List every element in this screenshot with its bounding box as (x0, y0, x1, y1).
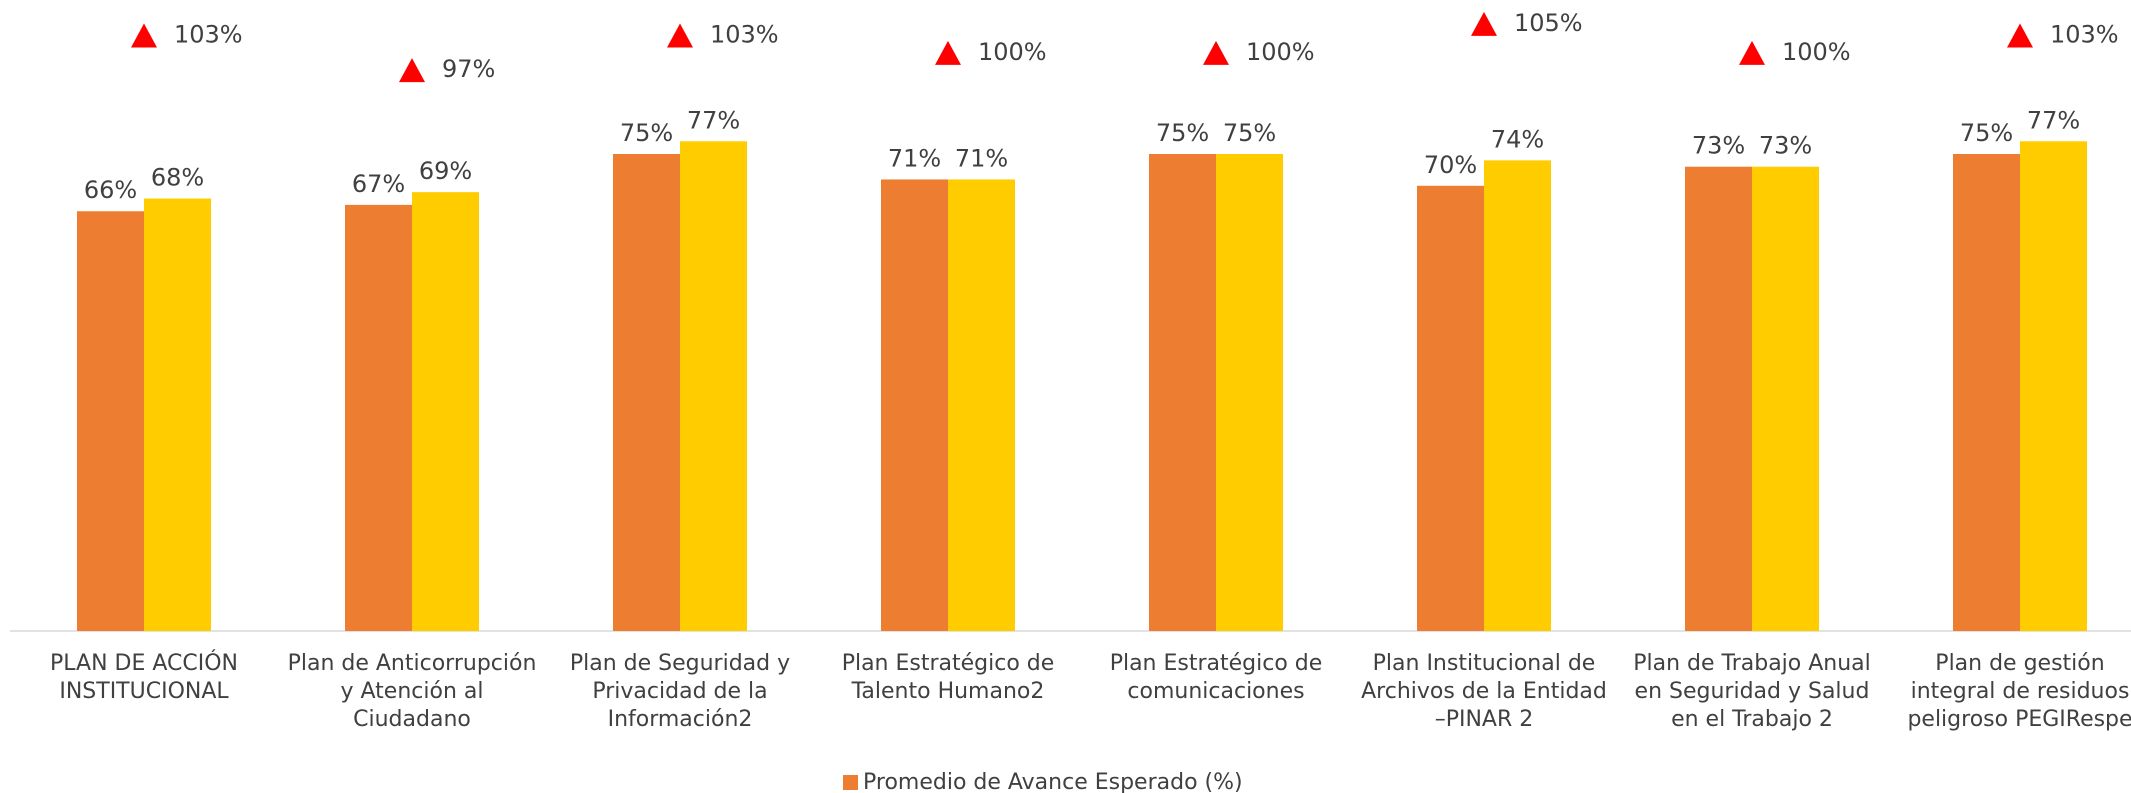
bar (1685, 166, 1752, 631)
marker (399, 58, 425, 83)
bar (1417, 185, 1484, 632)
data-label: 97% (442, 55, 495, 83)
data-label: 100% (978, 38, 1047, 66)
data-label: 71% (888, 144, 941, 172)
bar (613, 154, 680, 631)
data-label: 105% (1514, 9, 1583, 37)
data-label: 100% (1782, 38, 1851, 66)
data-label: 70% (1424, 151, 1477, 179)
x-tick-label: Plan de gestión integral de residuos pel… (1907, 651, 2131, 732)
legend-label: Promedio de Avance Esperado (%) (863, 770, 1243, 793)
data-label: 75% (1223, 119, 1276, 147)
legend-swatch (843, 775, 858, 790)
x-tick-label: Plan Estratégico de Talento Humano2 (841, 651, 1055, 704)
x-tick-label: Plan Estratégico de comunicaciones (1109, 651, 1323, 704)
marker (2007, 23, 2033, 48)
data-label: 75% (1960, 119, 2013, 147)
data-label: 74% (1491, 125, 1544, 153)
x-tick-label: Plan de Seguridad y Privacidad de la Inf… (569, 651, 791, 732)
data-label: 103% (174, 20, 243, 48)
data-label: 77% (2027, 106, 2080, 134)
marker (131, 23, 157, 48)
bar (881, 179, 948, 631)
x-tick-label: Plan de Anticorrupción y Atención al Ciu… (287, 651, 537, 732)
data-label: 77% (687, 106, 740, 134)
data-label: 103% (2050, 20, 2119, 48)
bar (345, 204, 412, 631)
bar (2020, 141, 2087, 631)
bar (77, 211, 144, 632)
data-label: 71% (955, 144, 1008, 172)
marker (1471, 11, 1497, 36)
marker (667, 23, 693, 48)
marker (1203, 40, 1229, 65)
data-label: 67% (352, 170, 405, 198)
bar (948, 179, 1015, 631)
data-label: 75% (620, 119, 673, 147)
data-label: 66% (84, 176, 137, 204)
data-label: 73% (1692, 132, 1745, 160)
bar (1484, 160, 1551, 632)
legend-item: Promedio de Avance Esperado (%) (843, 770, 1243, 793)
data-label: 75% (1156, 119, 1209, 147)
x-tick-label: PLAN DE ACCIÓN INSTITUCIONAL (49, 651, 238, 704)
data-label: 103% (710, 20, 779, 48)
bar (1953, 154, 2020, 631)
bar (1216, 154, 1283, 631)
bar (412, 192, 479, 631)
bar (144, 198, 211, 631)
data-label: 68% (151, 164, 204, 192)
data-label: 69% (419, 157, 472, 185)
x-tick-label: Plan Institucional de Archivos de la Ent… (1361, 651, 1607, 732)
bar (1149, 154, 1216, 631)
marker (935, 40, 961, 65)
data-label: 73% (1759, 132, 1812, 160)
bar (680, 141, 747, 631)
bar (1752, 166, 1819, 631)
x-tick-label: Plan de Trabajo Anual en Seguridad y Sal… (1633, 651, 1871, 732)
data-label: 100% (1246, 38, 1315, 66)
marker (1739, 40, 1765, 65)
